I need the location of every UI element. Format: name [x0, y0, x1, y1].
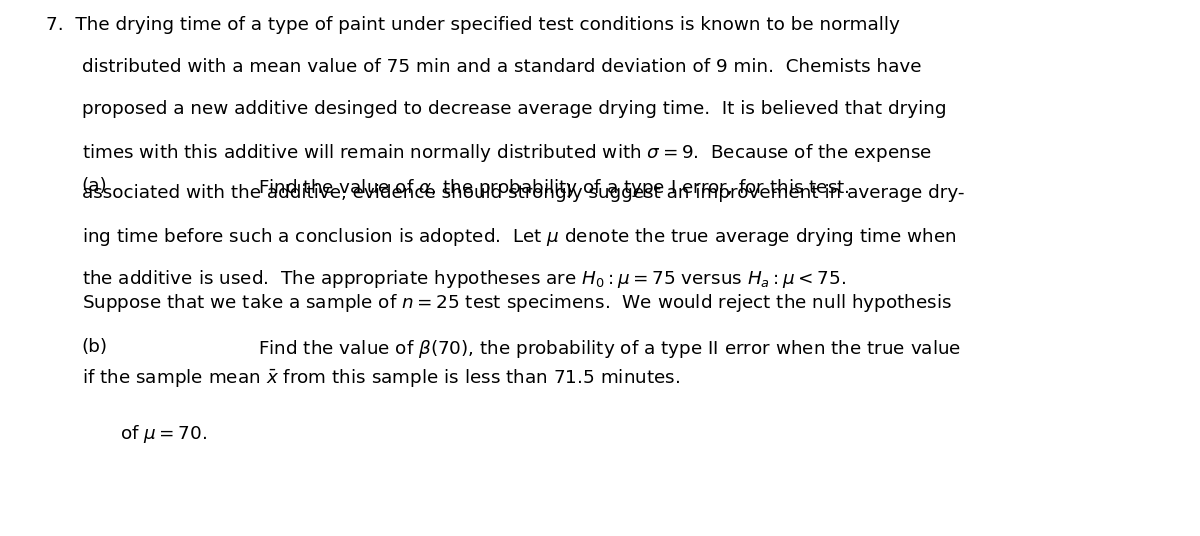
Text: proposed a new additive desinged to decrease average drying time.  It is believe: proposed a new additive desinged to decr… — [82, 100, 946, 118]
Text: of $\mu = 70$.: of $\mu = 70$. — [120, 423, 208, 445]
Text: (a): (a) — [82, 177, 107, 195]
Text: if the sample mean $\bar{x}$ from this sample is less than 71.5 minutes.: if the sample mean $\bar{x}$ from this s… — [82, 367, 680, 389]
Text: 7.  The drying time of a type of paint under specified test conditions is known : 7. The drying time of a type of paint un… — [46, 16, 900, 34]
Text: ing time before such a conclusion is adopted.  Let $\mu$ denote the true average: ing time before such a conclusion is ado… — [82, 226, 956, 248]
Text: distributed with a mean value of 75 min and a standard deviation of 9 min.  Chem: distributed with a mean value of 75 min … — [82, 58, 922, 76]
Text: the additive is used.  The appropriate hypotheses are $H_0 : \mu = 75$ versus $H: the additive is used. The appropriate hy… — [82, 268, 846, 290]
Text: times with this additive will remain normally distributed with $\sigma = 9$.  Be: times with this additive will remain nor… — [82, 142, 931, 164]
Text: Suppose that we take a sample of $n = 25$ test specimens.  We would reject the n: Suppose that we take a sample of $n = 25… — [82, 292, 952, 314]
Text: Find the value of $\beta(70)$, the probability of a type II error when the true : Find the value of $\beta(70)$, the proba… — [258, 338, 961, 360]
Text: Find the value of $\alpha$, the probability of a type I error, for this test.: Find the value of $\alpha$, the probabil… — [258, 177, 850, 199]
Text: (b): (b) — [82, 338, 108, 356]
Text: associated with the additive, evidence should strongly suggest an improvement in: associated with the additive, evidence s… — [82, 184, 964, 202]
